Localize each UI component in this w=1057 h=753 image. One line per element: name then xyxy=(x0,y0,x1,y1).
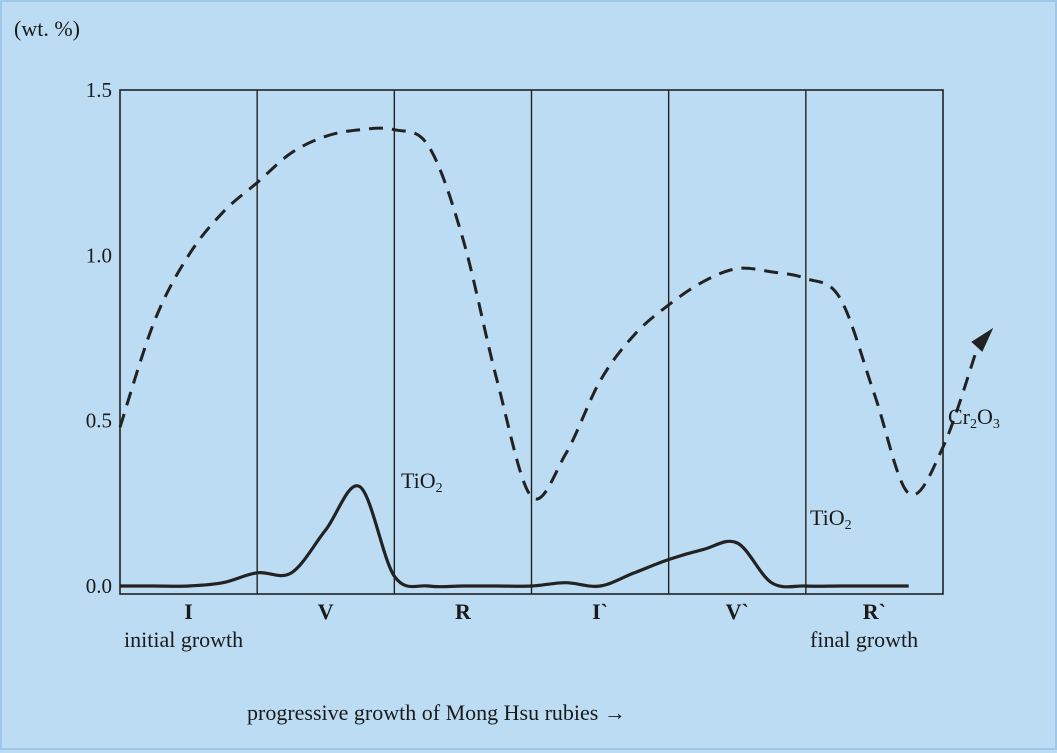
x-axis-label: progressive growth of Mong Hsu rubies → xyxy=(247,700,626,725)
series-line-tio2 xyxy=(120,486,909,587)
y-tick-label: 0.0 xyxy=(86,574,112,598)
segment-label-5: R` xyxy=(863,599,886,624)
tio2-label-2: TiO2 xyxy=(810,505,852,533)
initial-growth-note: initial growth xyxy=(124,627,243,652)
segment-label-1: V xyxy=(318,599,334,624)
plot-area: I V R I` V` R` 1.5 1.0 0.5 0.0 Cr2O3 TiO2 TiO2 xyxy=(86,78,1000,624)
y-tick-label: 1.0 xyxy=(86,243,112,267)
segment-label-0: I xyxy=(184,599,193,624)
y-tick-label: 1.5 xyxy=(86,78,112,102)
arrow-head-icon xyxy=(971,328,993,352)
cr2o3-label: Cr2O3 xyxy=(948,404,1000,432)
series-line-cr2o3 xyxy=(120,128,977,499)
y-axis-label: (wt. %) xyxy=(14,16,80,41)
segment-label-2: R xyxy=(455,599,472,624)
segment-label-4: V` xyxy=(726,599,749,624)
segment-label-3: I` xyxy=(592,599,608,624)
final-growth-note: final growth xyxy=(810,627,918,652)
tio2-label-1: TiO2 xyxy=(401,468,443,496)
y-tick-label: 0.5 xyxy=(86,409,112,433)
